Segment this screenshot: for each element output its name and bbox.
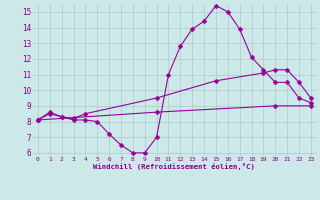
X-axis label: Windchill (Refroidissement éolien,°C): Windchill (Refroidissement éolien,°C) xyxy=(93,163,255,170)
